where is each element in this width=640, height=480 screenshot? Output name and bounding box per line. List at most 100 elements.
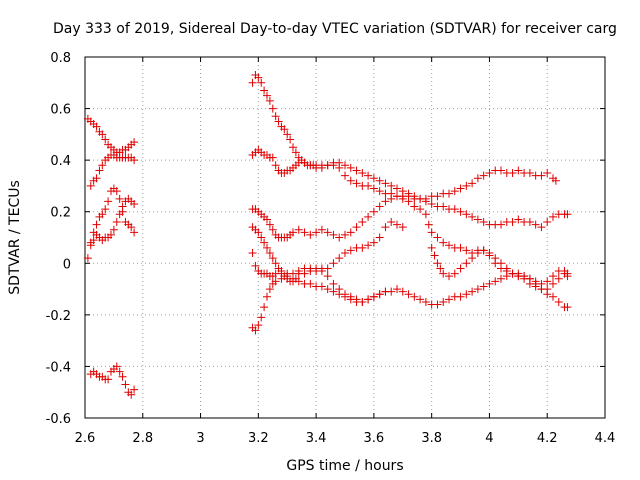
data-point-marker bbox=[300, 228, 309, 237]
data-point-marker bbox=[439, 238, 448, 247]
data-point-marker bbox=[294, 225, 303, 234]
data-point-marker bbox=[520, 274, 529, 283]
data-point-marker bbox=[456, 207, 465, 216]
data-point-marker bbox=[341, 230, 349, 239]
data-point-marker bbox=[563, 269, 572, 278]
data-point-marker bbox=[563, 210, 572, 219]
data-point-marker bbox=[283, 130, 292, 139]
data-point-marker bbox=[121, 380, 130, 389]
data-point-marker bbox=[462, 259, 471, 268]
data-points bbox=[83, 71, 572, 399]
data-point-marker bbox=[286, 135, 295, 144]
data-point-marker bbox=[329, 161, 338, 170]
data-point-marker bbox=[468, 254, 477, 263]
data-point-marker bbox=[101, 205, 110, 214]
data-point-marker bbox=[445, 272, 453, 281]
data-point-marker bbox=[294, 277, 303, 286]
data-point-marker bbox=[398, 287, 407, 296]
data-point-marker bbox=[251, 261, 260, 270]
data-point-marker bbox=[485, 279, 494, 288]
data-point-marker bbox=[554, 274, 563, 283]
data-point-marker bbox=[127, 390, 136, 399]
data-point-marker bbox=[468, 179, 477, 188]
data-point-marker bbox=[508, 269, 517, 278]
data-point-marker bbox=[514, 272, 523, 281]
data-point-marker bbox=[387, 181, 396, 190]
data-point-marker bbox=[439, 269, 448, 278]
data-point-marker bbox=[101, 135, 110, 144]
data-point-marker bbox=[300, 158, 309, 167]
data-point-marker bbox=[473, 215, 482, 224]
data-point-marker bbox=[312, 228, 321, 237]
data-point-marker bbox=[549, 272, 557, 281]
data-point-marker bbox=[358, 297, 367, 306]
data-point-marker bbox=[280, 125, 289, 134]
data-point-marker bbox=[462, 181, 471, 190]
data-point-marker bbox=[323, 285, 332, 294]
data-point-marker bbox=[393, 285, 401, 294]
data-point-marker bbox=[312, 264, 321, 273]
data-point-marker bbox=[346, 292, 355, 301]
x-tick-label: 4 bbox=[485, 431, 493, 446]
series-sat-d bbox=[86, 184, 139, 247]
data-point-marker bbox=[427, 228, 436, 237]
data-point-marker bbox=[346, 163, 355, 172]
data-point-marker bbox=[86, 238, 95, 247]
data-point-marker bbox=[271, 269, 280, 278]
x-tick-label: 2.6 bbox=[75, 431, 96, 446]
data-point-marker bbox=[86, 181, 95, 190]
y-tick-label: 0.6 bbox=[50, 103, 71, 118]
x-tick-label: 3.2 bbox=[248, 431, 269, 446]
y-tick-label: 0 bbox=[63, 257, 71, 272]
y-tick-label: -0.4 bbox=[46, 360, 71, 375]
data-point-marker bbox=[130, 228, 139, 237]
data-point-marker bbox=[268, 225, 277, 234]
data-point-marker bbox=[462, 290, 471, 299]
data-point-marker bbox=[130, 199, 139, 208]
data-point-marker bbox=[115, 194, 124, 203]
data-point-marker bbox=[421, 210, 430, 219]
data-point-marker bbox=[265, 96, 274, 105]
data-point-marker bbox=[329, 259, 338, 268]
data-point-marker bbox=[433, 300, 442, 309]
data-point-marker bbox=[89, 228, 98, 237]
data-point-marker bbox=[514, 215, 523, 224]
data-point-marker bbox=[375, 176, 384, 185]
data-point-marker bbox=[537, 171, 546, 180]
data-point-marker bbox=[294, 267, 303, 276]
data-point-marker bbox=[92, 220, 101, 229]
chart-title: Day 333 of 2019, Sidereal Day-to-day VTE… bbox=[53, 21, 617, 37]
data-point-marker bbox=[375, 202, 384, 211]
data-point-marker bbox=[508, 169, 517, 178]
data-point-marker bbox=[433, 233, 442, 242]
data-point-marker bbox=[317, 225, 326, 234]
data-point-marker bbox=[263, 292, 271, 301]
data-point-marker bbox=[525, 279, 534, 288]
data-point-marker bbox=[410, 202, 419, 211]
data-point-marker bbox=[112, 218, 121, 227]
data-point-marker bbox=[497, 264, 505, 273]
data-point-marker bbox=[462, 210, 471, 219]
data-point-marker bbox=[251, 326, 260, 335]
data-point-marker bbox=[335, 163, 344, 172]
data-point-marker bbox=[369, 184, 378, 193]
data-point-marker bbox=[92, 174, 101, 183]
series-sat-k bbox=[248, 264, 390, 335]
data-point-marker bbox=[127, 223, 136, 232]
y-tick-labels: -0.6 -0.4 -0.2 0 0.2 0.4 0.6 0.8 bbox=[46, 51, 71, 427]
data-point-marker bbox=[543, 277, 552, 286]
x-tick-label: 3 bbox=[196, 431, 204, 446]
x-axis-label: GPS time / hours bbox=[286, 458, 403, 474]
data-point-marker bbox=[364, 241, 373, 250]
data-point-marker bbox=[421, 297, 430, 306]
data-point-marker bbox=[260, 238, 269, 247]
data-point-marker bbox=[98, 161, 107, 170]
data-point-marker bbox=[479, 218, 488, 227]
data-point-marker bbox=[549, 212, 557, 221]
data-point-marker bbox=[118, 207, 127, 216]
data-point-marker bbox=[450, 187, 459, 196]
data-point-marker bbox=[257, 233, 266, 242]
data-point-marker bbox=[341, 290, 349, 299]
data-point-marker bbox=[335, 285, 344, 294]
